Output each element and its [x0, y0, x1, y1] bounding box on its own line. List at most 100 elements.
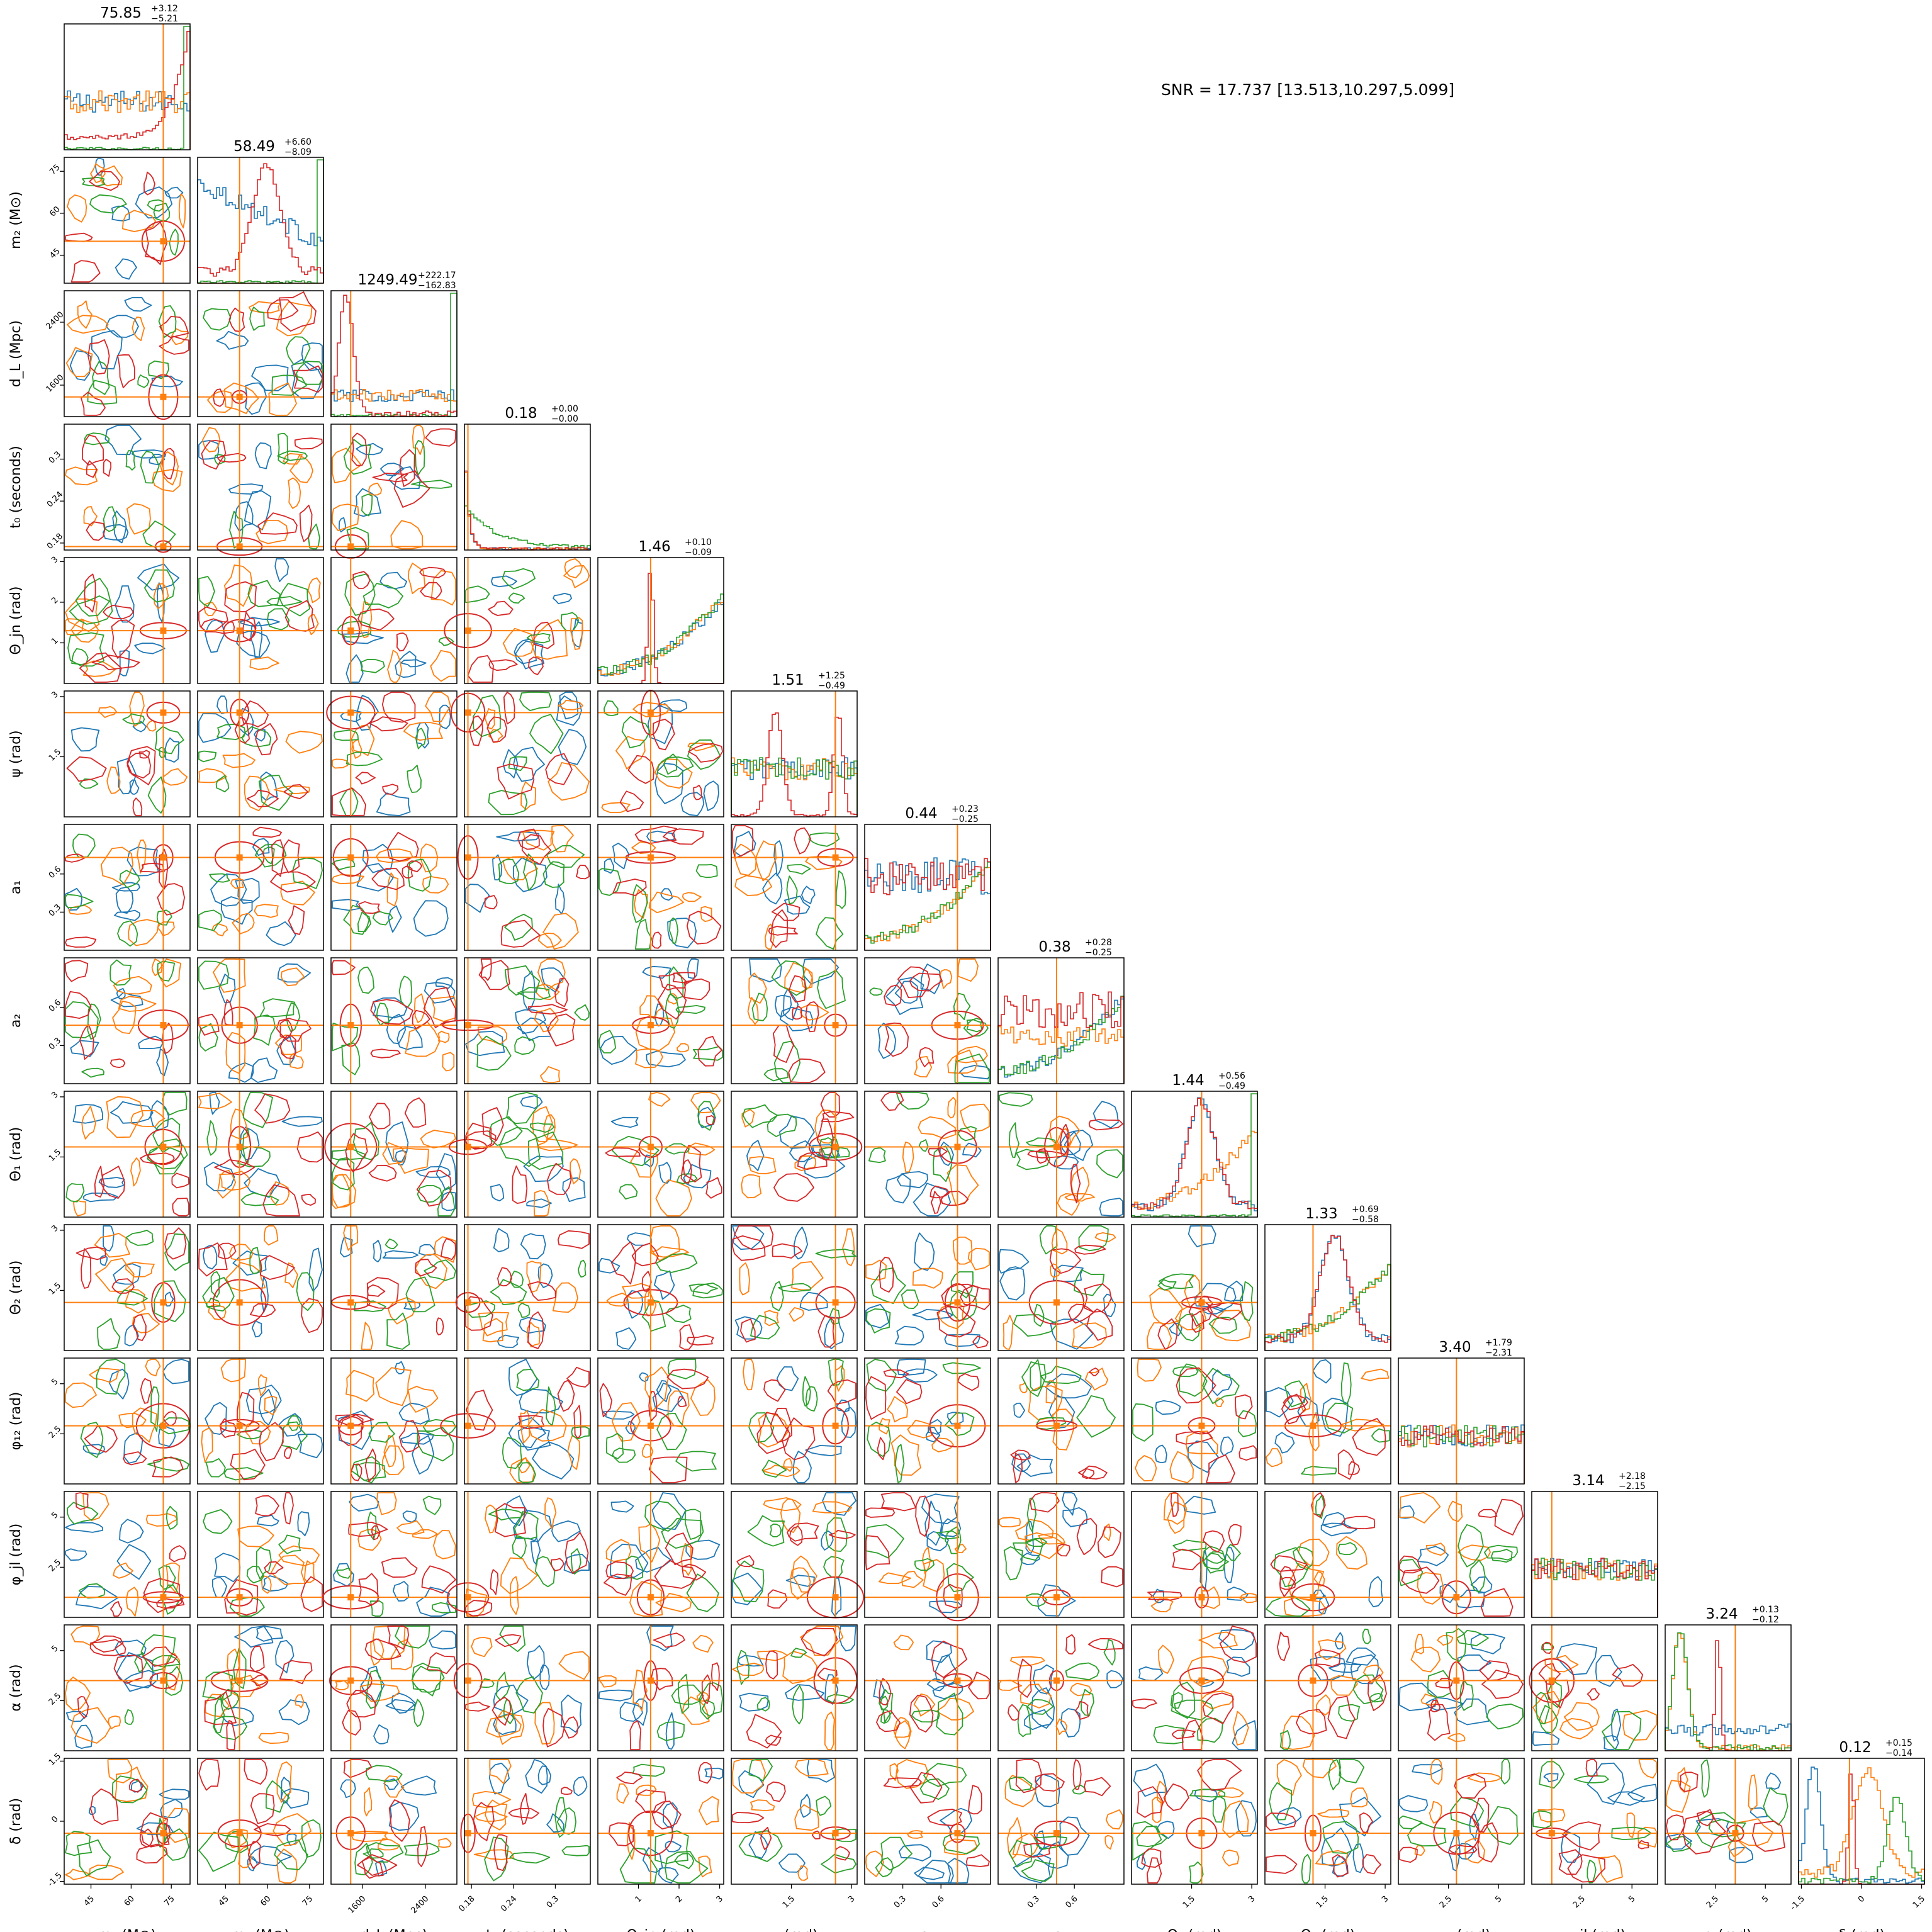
panel-a1-dL — [330, 824, 458, 951]
contour-red — [1340, 1515, 1376, 1530]
panel-frame — [997, 1091, 1125, 1218]
contour-blue — [91, 330, 123, 369]
contour-blue — [1156, 1821, 1175, 1839]
contour-green — [535, 1556, 556, 1588]
contour-orange — [412, 1529, 438, 1539]
contour-orange — [276, 1761, 293, 1803]
contour-orange — [271, 1554, 306, 1585]
contour-red — [103, 605, 134, 620]
contour-green — [1171, 1682, 1195, 1719]
panel-a2-m2 — [197, 957, 324, 1084]
contour-red — [1682, 1809, 1726, 1855]
contour-blue — [301, 342, 323, 371]
contour-blue — [1155, 1400, 1181, 1415]
hist-title-plus-theta2: +0.69 — [1352, 1205, 1379, 1215]
contour-green — [498, 858, 520, 884]
contour-orange — [794, 1155, 817, 1172]
contour-green — [337, 621, 372, 638]
contour-blue — [1218, 1629, 1255, 1651]
contour-red — [357, 1854, 398, 1876]
contour-orange — [223, 382, 259, 414]
contour-blue — [683, 1164, 712, 1189]
contour-green — [808, 832, 840, 847]
contour-orange — [162, 768, 188, 786]
hist-title-plus-m2: +6.60 — [284, 137, 312, 147]
contour-green — [369, 1600, 384, 1617]
truth-marker — [236, 1022, 243, 1029]
x-axis-label-dL: d_L (Mpc) — [361, 1928, 427, 1932]
contour-red — [834, 1846, 850, 1861]
contour-red — [909, 1772, 943, 1804]
contour-orange — [145, 1359, 161, 1377]
panel-frame — [864, 1758, 991, 1885]
contour-red — [355, 772, 376, 785]
x-tick-label: 45 — [217, 1894, 231, 1908]
contour-blue — [228, 483, 264, 495]
contour-blue — [1232, 1720, 1257, 1750]
x-tick-label: 75 — [301, 1894, 315, 1908]
contour-red — [284, 1447, 293, 1459]
contour-orange — [345, 1369, 375, 1402]
contour-orange — [471, 1636, 493, 1658]
panel-a1-t0 — [457, 824, 591, 951]
contour-orange — [67, 194, 87, 223]
panel-frame — [64, 557, 191, 684]
contour-blue — [1322, 1512, 1345, 1529]
contour-blue — [513, 857, 548, 892]
y-tick-label: 3 — [50, 1090, 60, 1100]
contour-blue — [1045, 1373, 1092, 1399]
contour-green — [656, 1253, 698, 1273]
contour-blue — [940, 1807, 972, 1834]
contour-blue — [244, 490, 272, 531]
contour-red — [1089, 1368, 1099, 1376]
contour-red — [281, 839, 300, 873]
contour-green — [669, 917, 679, 944]
contour-red — [1480, 1588, 1514, 1617]
contour-red — [91, 1635, 124, 1653]
contour-blue — [332, 899, 361, 911]
hist-alpha-green — [1665, 1632, 1792, 1751]
contour-blue — [537, 1765, 551, 1785]
hist-theta2-red — [1264, 1235, 1391, 1351]
contour-blue — [134, 643, 166, 654]
contour-blue — [1454, 1843, 1474, 1860]
contour-orange — [485, 1504, 498, 1534]
contour-red — [760, 1826, 772, 1850]
contour-orange — [88, 1864, 124, 1880]
contour-orange — [698, 1855, 712, 1878]
y-tick-label: 0.3 — [47, 449, 63, 465]
contour-red — [663, 828, 704, 845]
panel-frame — [330, 1624, 458, 1751]
y-tick-label: 1.5 — [47, 1751, 63, 1767]
contour-blue — [642, 1847, 663, 1873]
contour-red — [508, 1807, 539, 1819]
contour-green — [116, 1289, 148, 1306]
contour-green — [829, 1308, 840, 1325]
contour-green — [692, 1283, 723, 1299]
contour-blue — [395, 1361, 405, 1374]
contour-blue — [373, 1724, 390, 1744]
contour-green — [81, 1067, 105, 1078]
y-tick-label: 3 — [50, 1223, 60, 1233]
contour-green — [361, 493, 373, 517]
contour-orange — [551, 825, 574, 853]
contour-orange — [696, 1691, 709, 1702]
contour-blue — [526, 1198, 552, 1208]
panel-frame — [464, 424, 591, 551]
contour-red — [419, 566, 446, 578]
contour-blue — [492, 854, 503, 880]
contour-blue — [1064, 1130, 1093, 1161]
contour-blue — [913, 1182, 952, 1216]
contour-green — [110, 959, 132, 986]
contour-orange — [276, 1848, 298, 1884]
contour-blue — [920, 963, 941, 994]
contour-red — [554, 977, 570, 1008]
contour-green — [1301, 1466, 1337, 1476]
contour-orange — [343, 1225, 359, 1251]
contour-green — [285, 1003, 301, 1033]
contour-red — [198, 1759, 220, 1791]
contour-blue — [1154, 1444, 1167, 1464]
contour-green — [868, 1147, 886, 1164]
contour-orange — [606, 1292, 629, 1307]
contour-orange — [734, 875, 773, 896]
